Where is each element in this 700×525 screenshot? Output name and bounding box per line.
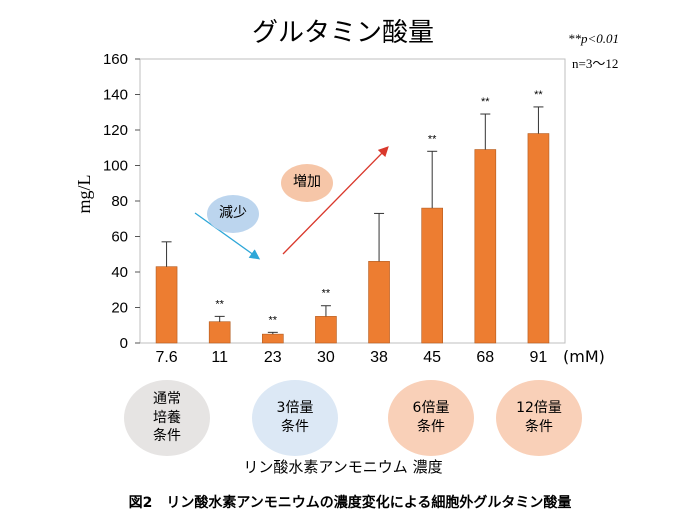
y-tick-label: 20: [111, 300, 128, 317]
significance-marker: **: [269, 314, 278, 326]
significance-marker: **: [322, 288, 331, 300]
x-axis-label: リン酸水素アンモニウム 濃度: [243, 458, 442, 476]
increase-annotation: 増加: [281, 164, 333, 202]
condition-6x: 6倍量 条件: [388, 380, 474, 456]
condition-normal: 通常 培養 条件: [124, 380, 210, 456]
y-tick-label: 80: [111, 193, 128, 210]
condition-12x: 12倍量 条件: [496, 380, 582, 456]
bar: [421, 207, 443, 344]
x-tick-label: 91: [530, 349, 548, 366]
increase-arrow: [282, 146, 389, 255]
x-tick-label: 68: [476, 349, 494, 366]
sample-note: n=3〜12: [572, 56, 618, 71]
x-tick-label: 30: [317, 349, 335, 366]
bar: [474, 149, 497, 344]
y-tick-label: 0: [120, 335, 128, 352]
significance-marker: **: [428, 133, 437, 145]
condition-3x: 3倍量 条件: [252, 380, 338, 456]
y-tick-label: 160: [103, 51, 128, 68]
bar: [315, 316, 337, 344]
bar: [155, 266, 178, 344]
x-tick-label: 7.6: [155, 349, 177, 366]
plot-frame: [139, 58, 566, 344]
x-tick-label: 45: [423, 349, 441, 366]
y-tick-label: 60: [111, 229, 128, 246]
decrease-arrow: [194, 212, 261, 260]
significance-note: **p<0.01: [568, 31, 619, 46]
figure-caption: 図2 リン酸水素アンモニウムの濃度変化による細胞外グルタミン酸量: [129, 494, 572, 511]
bar: [208, 321, 231, 344]
chart-title: グルタミン酸量: [252, 18, 434, 48]
decrease-annotation: 減少: [207, 195, 259, 233]
significance-marker: **: [534, 89, 543, 101]
significance-marker: **: [215, 298, 224, 310]
y-tick-label: 120: [103, 122, 128, 139]
x-tick-label: 23: [264, 349, 282, 366]
x-unit-label: (mM): [563, 347, 605, 366]
bar: [368, 261, 390, 344]
y-tick-label: 100: [103, 158, 128, 175]
bar: [262, 333, 284, 344]
x-tick-label: 11: [211, 349, 228, 366]
significance-marker: **: [481, 96, 490, 108]
bar: [527, 133, 550, 344]
y-axis-label: mg/L: [74, 175, 94, 214]
y-tick-label: 140: [103, 87, 128, 104]
y-tick-label: 40: [111, 264, 128, 281]
x-tick-label: 38: [370, 349, 388, 366]
